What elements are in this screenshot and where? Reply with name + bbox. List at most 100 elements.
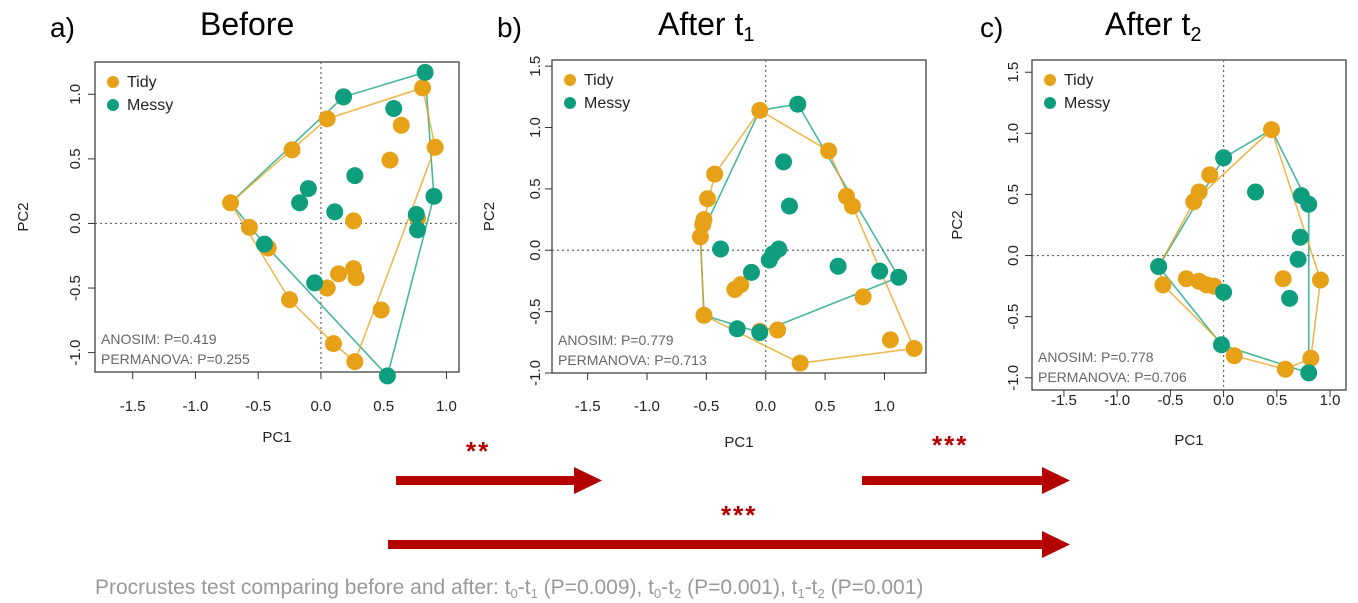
point-tidy (695, 211, 713, 229)
point-messy (1215, 283, 1233, 301)
legend-marker-messy (564, 97, 576, 109)
arrow-t1-to-t2 (862, 467, 1070, 494)
point-tidy (791, 354, 809, 372)
y-tick-label: 1.0 (67, 84, 84, 105)
plot-frame (1031, 59, 1347, 391)
point-messy (425, 187, 443, 205)
point-tidy (381, 151, 399, 169)
y-tick-label: 0.0 (67, 213, 84, 234)
x-tick-label: -1.0 (634, 398, 660, 415)
y-tick-label: -1.0 (1005, 365, 1022, 391)
footer-sub: 1 (797, 586, 805, 601)
y-tick-label: 1.0 (1005, 123, 1022, 144)
point-tidy (1177, 270, 1195, 288)
panel-b-title-text: After t (658, 6, 744, 42)
legend-marker-tidy (107, 76, 119, 88)
panel-c-title-text: After t (1105, 6, 1191, 42)
x-tick-label: -1.5 (575, 398, 601, 415)
x-tick-label: -0.5 (245, 398, 271, 415)
point-tidy (843, 197, 861, 215)
point-tidy (1274, 270, 1292, 288)
x-tick-label: 1.0 (436, 398, 457, 415)
permanova-annotation: PERMANOVA: P=0.713 (558, 352, 707, 368)
footer-text: (P=0.001) (824, 576, 924, 599)
point-tidy (854, 288, 872, 306)
legend-label-messy: Messy (584, 95, 630, 112)
footer-sub: 0 (510, 586, 518, 601)
point-tidy (324, 335, 342, 353)
point-messy (1289, 250, 1307, 268)
y-tick-label: 1.5 (527, 56, 544, 77)
significance-stars-t1-t2: *** (932, 430, 969, 460)
plot-frame (551, 59, 927, 374)
x-tick-label: -1.5 (1051, 392, 1077, 409)
point-messy (346, 167, 364, 185)
point-messy (255, 235, 273, 253)
legend-marker-tidy (564, 74, 576, 86)
legend-label-tidy: Tidy (1064, 72, 1094, 89)
footer-sub: 0 (654, 586, 662, 601)
y-tick-label: 1.0 (527, 117, 544, 138)
point-messy (780, 197, 798, 215)
hull-tidy (699, 109, 916, 365)
arrow-head (574, 467, 602, 494)
legend-label-messy: Messy (127, 97, 173, 114)
point-messy (728, 320, 746, 338)
point-tidy (346, 353, 364, 371)
x-tick-label: 0.0 (1213, 392, 1234, 409)
x-tick-label: 0.0 (755, 398, 776, 415)
point-tidy (769, 321, 787, 339)
legend-label-tidy: Tidy (127, 74, 157, 91)
x-tick-label: 0.5 (373, 398, 394, 415)
point-messy (326, 203, 344, 221)
point-tidy (706, 165, 724, 183)
point-messy (751, 323, 769, 341)
y-tick-label: -1.0 (67, 340, 84, 366)
x-tick-label: -1.5 (120, 398, 146, 415)
x-tick-label: 0.0 (311, 398, 332, 415)
panel-a-title: Before (200, 6, 294, 43)
arrow-before-to-t1 (396, 467, 602, 494)
point-messy (378, 367, 396, 385)
footer-sub: 2 (674, 586, 682, 601)
point-messy (416, 63, 434, 81)
point-tidy (699, 190, 717, 208)
point-tidy (1262, 121, 1280, 139)
anosim-annotation: ANOSIM: P=0.778 (1038, 349, 1154, 365)
point-tidy (1190, 183, 1208, 201)
y-axis-title: PC2 (481, 202, 498, 231)
point-tidy (1225, 347, 1243, 365)
x-axis-title: PC1 (1174, 432, 1203, 449)
x-tick-label: 1.0 (874, 398, 895, 415)
panel-c-letter: c) (980, 12, 1004, 43)
y-tick-label: 0.5 (527, 178, 544, 199)
legend-marker-messy (1044, 97, 1056, 109)
significance-stars-t0-t2: *** (721, 500, 758, 530)
panel-b-title: After t1 (658, 6, 754, 47)
anosim-annotation: ANOSIM: P=0.779 (558, 332, 674, 348)
point-tidy (905, 339, 923, 357)
point-messy (1247, 183, 1265, 201)
x-axis-title: PC1 (724, 434, 753, 451)
point-tidy (318, 110, 336, 128)
footer-text: (P=0.009), t (537, 576, 654, 599)
panel-a-letter: a) (50, 12, 75, 43)
footer-sub: 2 (817, 586, 825, 601)
legend-label-tidy: Tidy (584, 72, 614, 89)
arrow-shaft (388, 540, 1044, 549)
y-tick-label: -0.5 (527, 299, 544, 325)
footer-sub: 1 (530, 586, 538, 601)
y-tick-label: 0.0 (1005, 245, 1022, 266)
point-tidy (751, 101, 769, 119)
y-tick-label: 0.5 (1005, 184, 1022, 205)
point-messy (775, 153, 793, 171)
anosim-annotation: ANOSIM: P=0.419 (101, 331, 217, 347)
arrow-head (1042, 531, 1070, 558)
panel-b-title-sub: 1 (743, 24, 755, 46)
point-messy (299, 180, 317, 198)
point-messy (1300, 195, 1318, 213)
point-tidy (222, 194, 240, 212)
x-tick-label: -0.5 (693, 398, 719, 415)
